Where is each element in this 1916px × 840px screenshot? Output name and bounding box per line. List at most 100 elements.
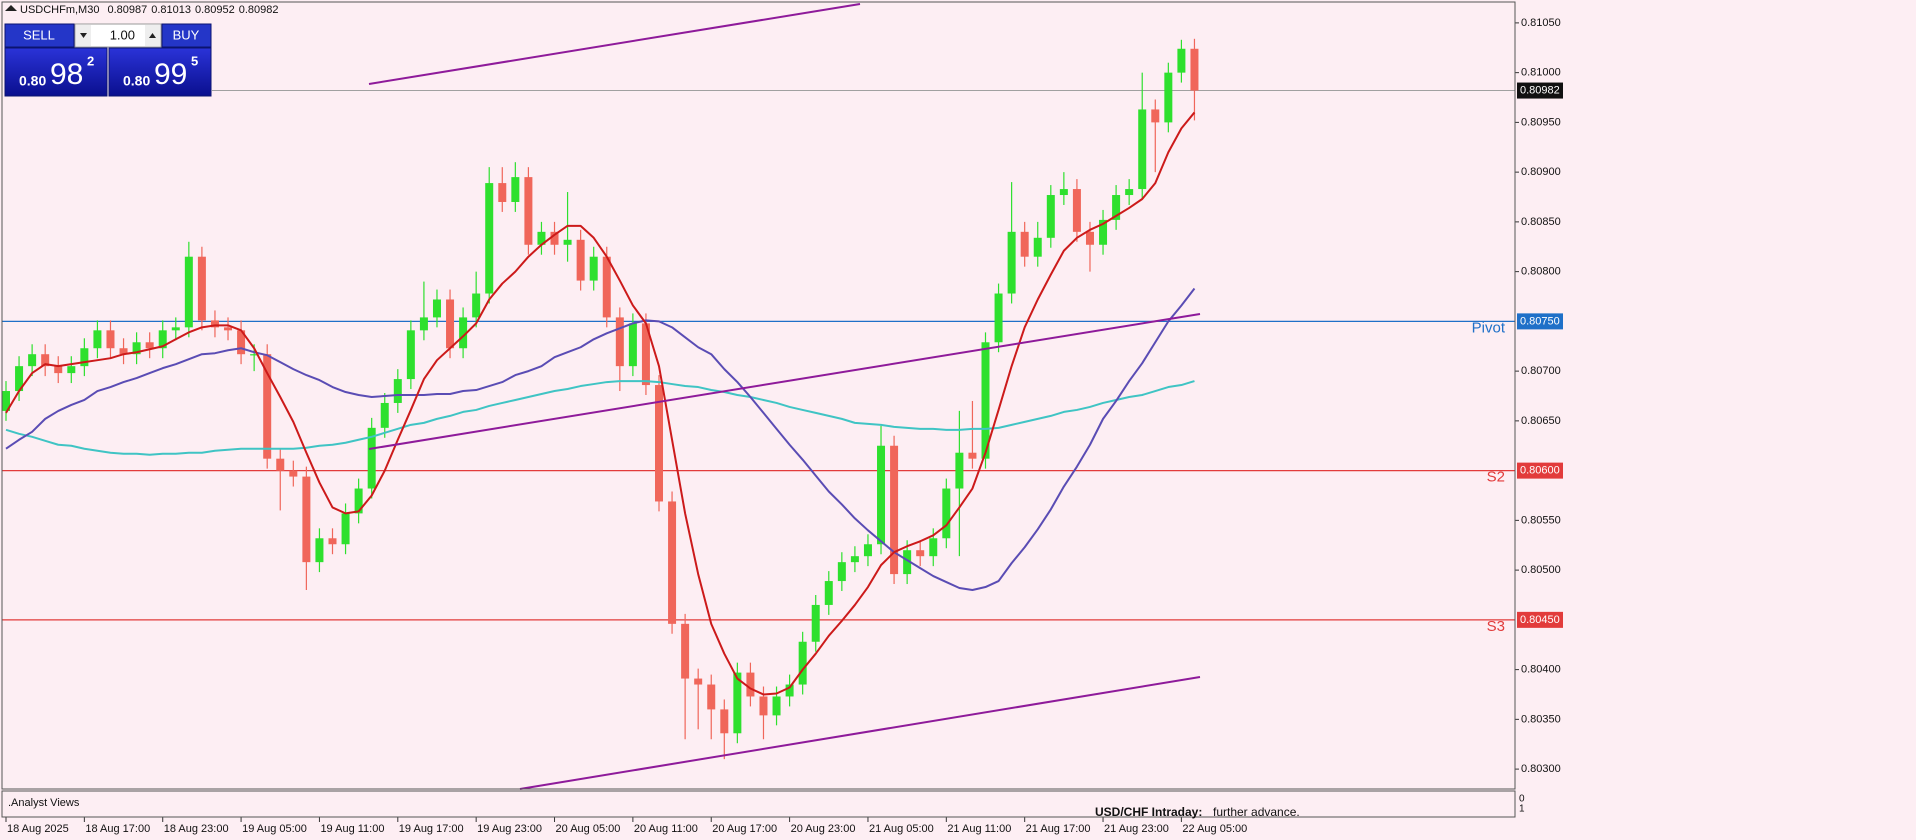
x-tick-label: 20 Aug 23:00: [791, 823, 856, 835]
bid-big: 98: [50, 58, 83, 91]
candle-body: [93, 330, 102, 349]
candle-body: [1099, 219, 1108, 245]
candle-body: [54, 366, 63, 374]
symbol: USDCHFm,M30: [20, 4, 99, 16]
candle-body: [145, 342, 154, 349]
candle-body: [419, 317, 428, 331]
indicator-axis-label: 1: [1519, 804, 1525, 815]
candle-body: [41, 354, 50, 367]
candle-body: [733, 672, 742, 734]
bid-prefix: 0.80: [19, 73, 46, 89]
candle-body: [850, 556, 859, 563]
candle-body: [1059, 189, 1068, 196]
down-arrow: [80, 33, 87, 38]
plot-frame: [1, 1, 1516, 790]
candle-body: [1151, 109, 1160, 123]
indicator-frame: [1, 790, 1516, 818]
level-box: [1517, 462, 1563, 479]
candle-body: [485, 183, 494, 294]
candle-body: [237, 330, 246, 355]
candle-body: [798, 641, 807, 685]
x-tick-label: 20 Aug 11:00: [634, 823, 698, 835]
y-tick-label: 0.80950: [1521, 116, 1561, 128]
candle-body: [328, 538, 337, 545]
candle-body: [184, 256, 193, 328]
buy-label: BUY: [173, 27, 200, 42]
ask-big: 99: [154, 58, 187, 91]
ask-box[interactable]: [108, 47, 212, 97]
candle-body: [981, 342, 990, 459]
candle-body: [432, 299, 441, 318]
x-tick-label: 22 Aug 05:00: [1182, 823, 1247, 835]
y-tick-label: 0.80850: [1521, 216, 1561, 228]
y-tick-label: 0.80350: [1521, 713, 1561, 725]
candle-body: [406, 330, 415, 380]
moving-average: [5, 380, 1195, 456]
candle-body: [1112, 195, 1121, 220]
level-name: Pivot: [1472, 319, 1506, 336]
candle-body: [354, 488, 363, 514]
indicator-name: .Analyst Views: [8, 797, 80, 809]
candle-body: [380, 402, 389, 428]
sell-button[interactable]: [4, 23, 75, 48]
y-tick-label: 0.80650: [1521, 415, 1561, 427]
level-label: 0.80450: [1520, 614, 1560, 626]
y-tick-label: 0.80300: [1521, 763, 1561, 775]
candle-body: [563, 239, 572, 245]
candle-body: [472, 293, 481, 318]
buy-button[interactable]: [161, 23, 212, 48]
x-tick-label: 18 Aug 2025: [7, 823, 69, 835]
x-tick-label: 19 Aug 23:00: [477, 823, 542, 835]
candle-body: [942, 488, 951, 539]
candle-body: [655, 385, 663, 502]
candle-body: [524, 177, 533, 245]
candle-body: [615, 317, 624, 367]
ask-prefix: 0.80: [123, 73, 150, 89]
bid-box[interactable]: [4, 47, 108, 97]
candle-body: [1007, 231, 1016, 294]
ohlc-close: 0.80982: [239, 4, 279, 16]
candle-body: [511, 177, 520, 202]
volume-value: 1.00: [110, 27, 135, 42]
candle-body: [80, 348, 89, 367]
candle-body: [537, 231, 546, 245]
candle-body: [250, 354, 259, 356]
candle-body: [315, 538, 324, 563]
indicator-axis-label: 0: [1519, 794, 1525, 805]
ohlc-open: 0.80987: [107, 4, 147, 16]
candle-body: [1085, 231, 1094, 245]
candle-body: [903, 550, 912, 575]
trend-line: [368, 313, 1201, 450]
candle-body: [720, 709, 729, 734]
trend-line: [368, 3, 861, 85]
volume-box[interactable]: [74, 23, 162, 48]
candle-body: [1125, 189, 1134, 196]
x-tick-label: 21 Aug 05:00: [869, 823, 934, 835]
candle-body: [2, 391, 10, 411]
level-label: 0.80750: [1520, 315, 1560, 327]
candle-body: [289, 470, 298, 477]
candle-body: [197, 256, 206, 321]
plot-layer: [2, 38, 1515, 760]
x-tick-label: 19 Aug 11:00: [320, 823, 384, 835]
candle-body: [446, 299, 455, 349]
trend-line: [519, 676, 1201, 790]
trend-lines: [368, 3, 1201, 790]
candle-body: [641, 323, 650, 386]
candle-body: [106, 330, 115, 349]
candle-body: [707, 684, 716, 710]
level-name: S2: [1487, 469, 1505, 486]
candle-body: [602, 256, 611, 318]
y-tick-label: 0.80800: [1521, 266, 1561, 278]
candle-body: [916, 550, 925, 557]
bid-small: 2: [87, 53, 94, 68]
candle-body: [459, 317, 468, 349]
candle-body: [694, 678, 703, 685]
candle-body: [837, 562, 846, 582]
candle-body: [890, 445, 899, 575]
candle-body: [498, 183, 507, 202]
trade-panel: SELL 1.00 BUY 0.80 98 2 0.80 99 5: [4, 23, 212, 97]
candle-body: [67, 366, 76, 374]
candle-body: [1138, 109, 1147, 190]
